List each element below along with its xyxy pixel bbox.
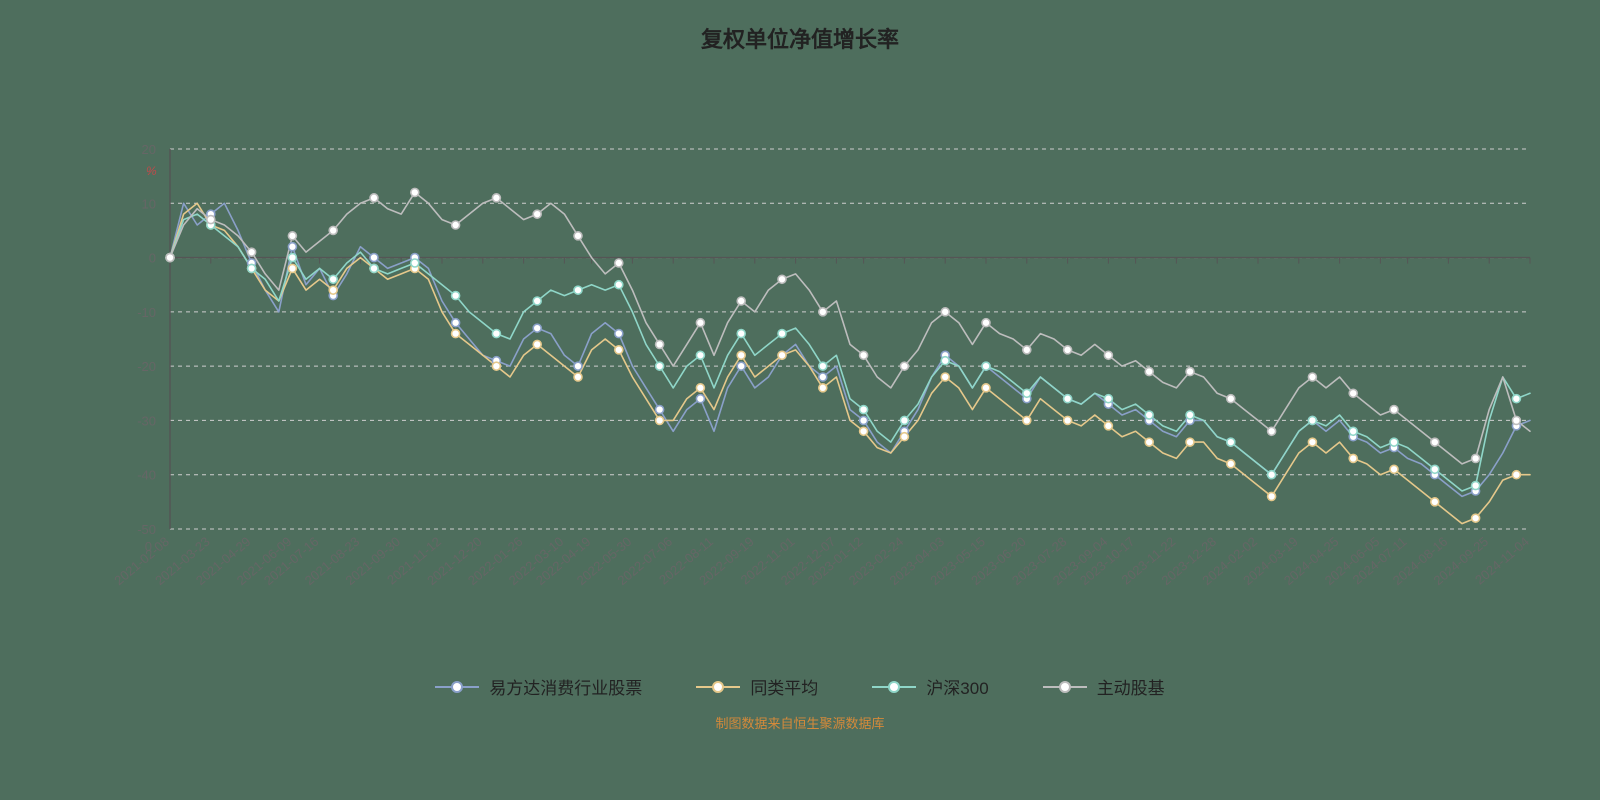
chart-container: % -50-40-30-20-100102002021-02-082021-03…: [0, 54, 1600, 664]
legend-label: 沪深300: [926, 674, 988, 699]
legend-label: 易方达消费行业股票: [489, 674, 642, 699]
legend-label: 同类平均: [750, 674, 818, 699]
legend-swatch: [696, 680, 740, 694]
svg-text:20: 20: [142, 142, 156, 157]
svg-text:10: 10: [142, 196, 156, 211]
legend-label: 主动股基: [1097, 674, 1165, 699]
legend-item: 主动股基: [1043, 674, 1165, 699]
chart-title: 复权单位净值增长率: [0, 0, 1600, 54]
svg-text:-20: -20: [137, 359, 156, 374]
svg-text:-40: -40: [137, 468, 156, 483]
svg-text:0: 0: [149, 251, 156, 266]
legend-item: 沪深300: [872, 674, 988, 699]
legend-item: 同类平均: [696, 674, 818, 699]
y-axis-percent-label: %: [146, 164, 157, 178]
line-chart: -50-40-30-20-100102002021-02-082021-03-2…: [0, 54, 1600, 664]
svg-text:-10: -10: [137, 305, 156, 320]
legend-swatch: [1043, 680, 1087, 694]
svg-text:-50: -50: [137, 522, 156, 537]
svg-text:-30: -30: [137, 413, 156, 428]
legend-swatch: [872, 680, 916, 694]
chart-credit: 制图数据来自恒生聚源数据库: [0, 713, 1600, 732]
legend: 易方达消费行业股票 同类平均 沪深300 主动股基: [0, 674, 1600, 699]
legend-swatch: [435, 680, 479, 694]
legend-item: 易方达消费行业股票: [435, 674, 642, 699]
